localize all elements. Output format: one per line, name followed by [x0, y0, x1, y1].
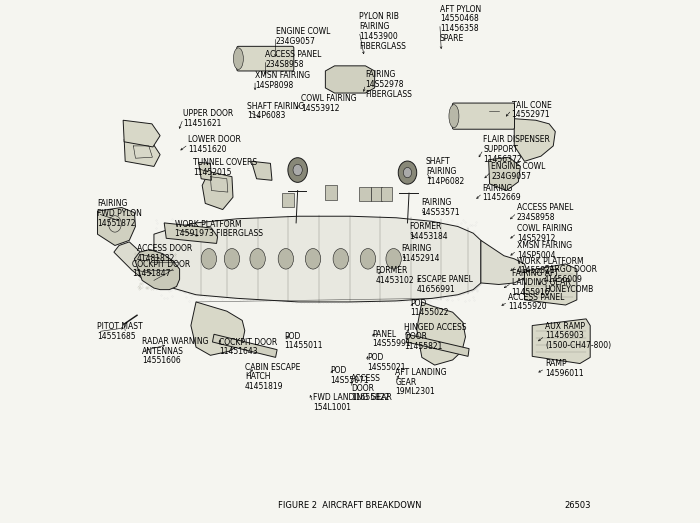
Text: TAIL CONE
14552971: TAIL CONE 14552971	[512, 100, 552, 119]
Text: 26503: 26503	[565, 501, 592, 510]
Ellipse shape	[250, 248, 265, 269]
Polygon shape	[407, 334, 469, 356]
Text: AFT LANDING
GEAR
19ML2301: AFT LANDING GEAR 19ML2301	[395, 368, 447, 396]
Text: ACCESS PANEL
11455920: ACCESS PANEL 11455920	[508, 292, 564, 311]
Polygon shape	[489, 157, 520, 190]
Ellipse shape	[449, 105, 459, 128]
Text: ACCESS PANEL
234S8958: ACCESS PANEL 234S8958	[265, 50, 322, 69]
Bar	[370, 187, 382, 201]
Text: CABIN ESCAPE
HATCH
41451819: CABIN ESCAPE HATCH 41451819	[245, 362, 300, 391]
Polygon shape	[514, 119, 555, 161]
Text: UPPER DOOR
11451621: UPPER DOOR 11451621	[183, 109, 233, 128]
Ellipse shape	[333, 248, 349, 269]
Polygon shape	[191, 302, 245, 355]
Text: PITOT MAST
14551685: PITOT MAST 14551685	[97, 322, 143, 341]
Polygon shape	[251, 161, 272, 180]
Ellipse shape	[398, 161, 416, 184]
Text: XMSN FAIRING
14SP5004: XMSN FAIRING 14SP5004	[517, 241, 572, 260]
Text: FWD LANDING GEAR
154L1001: FWD LANDING GEAR 154L1001	[313, 393, 392, 412]
Polygon shape	[154, 216, 481, 302]
Text: POD
11455022: POD 11455022	[411, 299, 449, 317]
Text: WORK PLATFORM
41455821: WORK PLATFORM 41455821	[517, 257, 583, 276]
Polygon shape	[532, 319, 590, 363]
Text: WORK PLATFORM
14591973 FIBERGLASS: WORK PLATFORM 14591973 FIBERGLASS	[176, 220, 263, 238]
Bar	[282, 193, 293, 208]
Text: ACCESS PANEL
234S8958: ACCESS PANEL 234S8958	[517, 203, 573, 222]
Text: RADAR WARNING
ANTENNAS
14551606: RADAR WARNING ANTENNAS 14551606	[142, 337, 209, 366]
Text: FAIRING
FWD PYLON
14551872: FAIRING FWD PYLON 14551872	[97, 199, 142, 228]
Polygon shape	[326, 66, 374, 93]
Ellipse shape	[201, 248, 216, 269]
Text: FAIRING
14S52978
FIBERGLASS: FAIRING 14S52978 FIBERGLASS	[365, 70, 412, 98]
Text: SHAFT
FAIRING
114P6082: SHAFT FAIRING 114P6082	[426, 157, 464, 186]
Text: ENGINE COWL
234G9057: ENGINE COWL 234G9057	[276, 27, 330, 46]
Text: ACCESS DOOR
41481832: ACCESS DOOR 41481832	[137, 244, 193, 263]
Ellipse shape	[233, 48, 244, 70]
Polygon shape	[524, 264, 577, 305]
Polygon shape	[164, 223, 218, 243]
Text: COWL FAIRING
14S52912: COWL FAIRING 14S52912	[517, 224, 573, 243]
Polygon shape	[416, 302, 466, 365]
Text: FORMER
41453102: FORMER 41453102	[376, 266, 414, 285]
Text: FAIRING
11452914: FAIRING 11452914	[401, 244, 440, 263]
Bar	[381, 187, 392, 201]
Text: CARGO DOOR
41456009
HONEYCOMB: CARGO DOOR 41456009 HONEYCOMB	[544, 265, 597, 293]
Ellipse shape	[293, 164, 302, 176]
Ellipse shape	[403, 167, 412, 178]
Bar	[359, 187, 370, 201]
Text: ESCAPE PANEL
41656991: ESCAPE PANEL 41656991	[416, 275, 473, 294]
Text: COCKPIT DOOR
11451847: COCKPIT DOOR 11451847	[132, 260, 190, 278]
Bar	[326, 186, 337, 200]
Text: POD
11455011: POD 11455011	[284, 332, 323, 350]
Text: FAIRING
14S53571: FAIRING 14S53571	[421, 198, 459, 217]
Text: AUX RAMP
11456903
(1500-CH47-800): AUX RAMP 11456903 (1500-CH47-800)	[545, 322, 611, 350]
Text: FORMER
14453184: FORMER 14453184	[409, 222, 447, 241]
Text: PYLON RIB
FAIRING
11453900
FIBERGLASS: PYLON RIB FAIRING 11453900 FIBERGLASS	[359, 13, 406, 51]
Text: ACCESS
DOOR
11655822: ACCESS DOOR 11655822	[351, 374, 389, 402]
Polygon shape	[481, 241, 527, 285]
Ellipse shape	[278, 248, 293, 269]
Text: FIGURE 2  AIRCRAFT BREAKDOWN: FIGURE 2 AIRCRAFT BREAKDOWN	[278, 501, 421, 510]
Text: SHAFT FAIRING
114P6083: SHAFT FAIRING 114P6083	[247, 101, 304, 120]
Text: FLAIR DISPENSER
SUPPORT
11456372: FLAIR DISPENSER SUPPORT 11456372	[484, 135, 550, 164]
Ellipse shape	[305, 248, 321, 269]
Text: XMSN FAIRING
14SP8098: XMSN FAIRING 14SP8098	[255, 71, 310, 89]
Text: POD
14S55021: POD 14S55021	[367, 353, 405, 372]
Text: RAMP
14596011: RAMP 14596011	[545, 359, 584, 378]
Ellipse shape	[386, 248, 401, 269]
Polygon shape	[199, 162, 211, 180]
Text: FAIRING AFT
LANDING GEAR
11455916: FAIRING AFT LANDING GEAR 11455916	[512, 269, 570, 297]
Text: TUNNEL COVERS
11452015: TUNNEL COVERS 11452015	[193, 158, 258, 177]
Text: POD
14S55071: POD 14S55071	[330, 366, 369, 385]
Polygon shape	[134, 249, 180, 290]
Text: HINGED ACCESS
DOOR
11455821: HINGED ACCESS DOOR 11455821	[404, 323, 466, 351]
Polygon shape	[124, 139, 160, 166]
Ellipse shape	[288, 158, 307, 183]
FancyBboxPatch shape	[452, 103, 514, 129]
Polygon shape	[114, 242, 155, 280]
Text: COCKPIT DOOR
11451643: COCKPIT DOOR 11451643	[219, 338, 277, 357]
Text: LOWER DOOR
11451620: LOWER DOOR 11451620	[188, 135, 241, 154]
FancyBboxPatch shape	[237, 47, 294, 71]
Polygon shape	[202, 172, 233, 210]
Text: PANEL
14S55991: PANEL 14S55991	[372, 329, 411, 348]
Ellipse shape	[224, 248, 239, 269]
Text: AFT PYLON
14550468
11456358
SPARE: AFT PYLON 14550468 11456358 SPARE	[440, 5, 481, 43]
Text: ENGINE COWL
234G9057: ENGINE COWL 234G9057	[491, 162, 545, 181]
Text: COWL FAIRING
14S53912: COWL FAIRING 14S53912	[301, 94, 357, 112]
Polygon shape	[97, 208, 136, 245]
Polygon shape	[212, 334, 277, 357]
Polygon shape	[123, 120, 160, 147]
Text: FAIRING
11452669: FAIRING 11452669	[482, 184, 521, 202]
Ellipse shape	[360, 248, 376, 269]
